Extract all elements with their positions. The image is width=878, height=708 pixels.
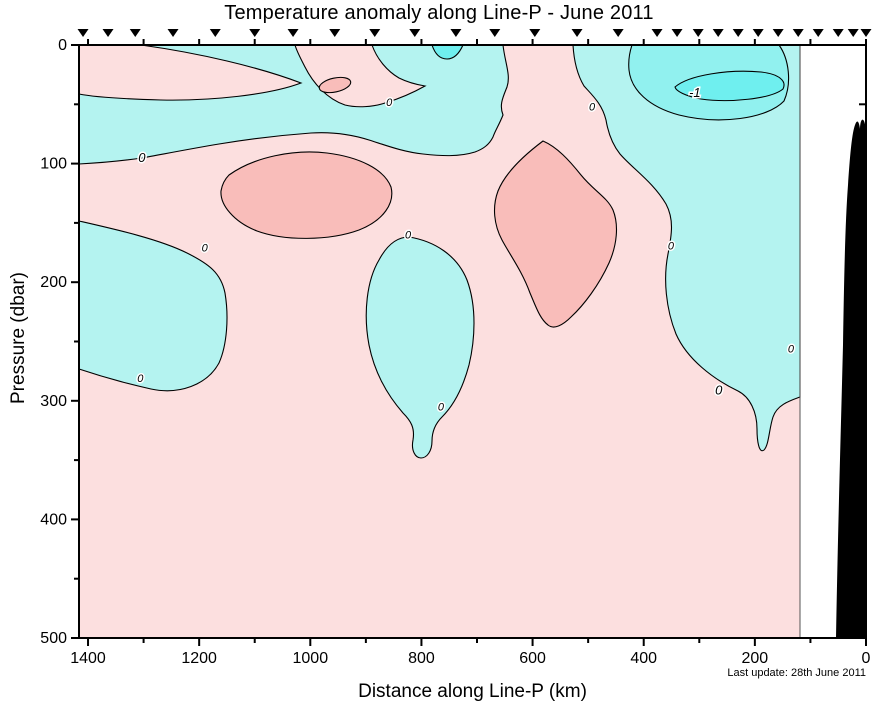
station-marker-icon: [369, 29, 381, 37]
contour-label: -1: [689, 85, 701, 100]
station-marker-icon: [732, 29, 744, 37]
contour-label: 0: [438, 402, 445, 414]
chart-title: Temperature anomaly along Line-P - June …: [224, 2, 654, 24]
x-axis-label: Distance along Line-P (km): [358, 681, 587, 702]
contour-region: [365, 236, 475, 459]
station-marker-icon: [167, 29, 179, 37]
x-tick-label: 0: [862, 650, 871, 667]
station-marker-icon: [329, 29, 341, 37]
contour-region: [78, 44, 303, 101]
contour-label: 0: [668, 240, 675, 252]
x-tick-label: 600: [519, 650, 546, 667]
station-marker-icon: [209, 29, 221, 37]
station-marker-icon: [712, 29, 724, 37]
station-marker-icon: [812, 29, 824, 37]
contour-region: [78, 220, 228, 392]
station-marker-icon: [612, 29, 624, 37]
contour-label: 0: [137, 373, 144, 385]
x-tick-label: 1200: [181, 650, 217, 667]
station-marker-icon: [671, 29, 683, 37]
station-marker-icon: [529, 29, 541, 37]
y-tick-label: 100: [40, 156, 67, 173]
contour-label: 0: [589, 102, 596, 114]
station-marker-icon: [129, 29, 141, 37]
station-marker-icon: [409, 29, 421, 37]
contour-label: 0: [715, 383, 723, 398]
y-tick-label: 200: [40, 274, 67, 291]
contour-region: [674, 70, 785, 102]
contour-label: 0: [386, 97, 393, 109]
x-tick-label: 1400: [70, 650, 106, 667]
contour-region: [493, 140, 618, 328]
station-marker-icon: [249, 29, 261, 37]
bathymetry: [836, 119, 866, 639]
contour-region: [220, 151, 393, 239]
station-marker-icon: [792, 29, 804, 37]
x-tick-label: 400: [630, 650, 657, 667]
x-tick-label: 1000: [293, 650, 329, 667]
x-tick-label: 200: [742, 650, 769, 667]
y-tick-label: 500: [40, 630, 67, 647]
contour-label: 0: [405, 230, 412, 242]
y-tick-label: 0: [58, 37, 67, 54]
contour-label: 0: [138, 150, 146, 165]
y-axis-label: Pressure (dbar): [8, 272, 29, 404]
station-marker-icon: [77, 29, 89, 37]
station-marker-icon: [287, 29, 299, 37]
contour-label: 0: [202, 243, 209, 255]
station-marker-icon: [692, 29, 704, 37]
contour-plot: 0 200 400 600 800 1000 1200 1400 0 100 200 300 400 50…: [40, 29, 872, 667]
station-marker-icon: [752, 29, 764, 37]
station-marker-icon: [772, 29, 784, 37]
contour-region: [572, 44, 801, 452]
contour-region: [318, 76, 352, 94]
station-marker-icon: [450, 29, 462, 37]
station-marker-icon: [571, 29, 583, 37]
station-marker-icon: [102, 29, 114, 37]
station-marker-icon: [847, 29, 859, 37]
x-tick-label: 800: [408, 650, 435, 667]
y-tick-label: 300: [40, 393, 67, 410]
station-marker-icon: [832, 29, 844, 37]
station-marker-icon: [860, 29, 872, 37]
contour-label: 0: [788, 343, 795, 355]
last-update-note: Last update: 28th June 2011: [727, 667, 866, 679]
station-marker-icon: [651, 29, 663, 37]
station-marker-icon: [489, 29, 501, 37]
y-tick-label: 400: [40, 511, 67, 528]
contour-region: [431, 44, 464, 60]
